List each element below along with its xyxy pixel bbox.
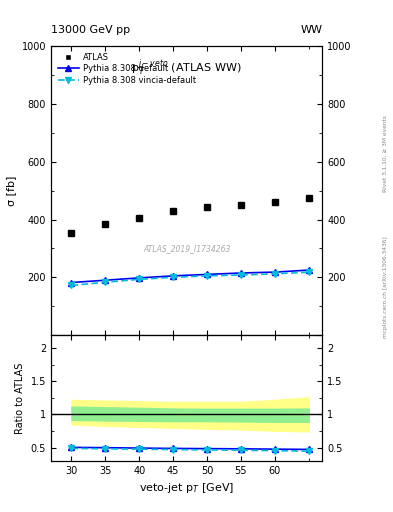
- Pythia 8.308 default: [272, 269, 277, 275]
- Text: Rivet 3.1.10, ≥ 3M events: Rivet 3.1.10, ≥ 3M events: [383, 115, 387, 192]
- Text: 13000 GeV pp: 13000 GeV pp: [51, 25, 130, 34]
- Text: WW: WW: [300, 25, 322, 34]
- ATLAS: [69, 229, 74, 236]
- Text: ATLAS_2019_I1734263: ATLAS_2019_I1734263: [143, 244, 230, 253]
- Pythia 8.308 default: [171, 273, 175, 279]
- Pythia 8.308 vincia-default: [69, 282, 74, 288]
- ATLAS: [272, 199, 277, 205]
- Pythia 8.308 vincia-default: [103, 279, 108, 285]
- Text: mcplots.cern.ch [arXiv:1306.3436]: mcplots.cern.ch [arXiv:1306.3436]: [383, 236, 387, 337]
- ATLAS: [103, 221, 108, 227]
- Line: ATLAS: ATLAS: [68, 195, 312, 236]
- Pythia 8.308 default: [137, 275, 141, 281]
- ATLAS: [307, 195, 311, 201]
- Line: Pythia 8.308 default: Pythia 8.308 default: [69, 267, 312, 285]
- Y-axis label: σ [fb]: σ [fb]: [6, 176, 16, 206]
- Y-axis label: Ratio to ATLAS: Ratio to ATLAS: [15, 362, 25, 434]
- ATLAS: [171, 208, 175, 214]
- Text: p$_T^{j-veto}$ (ATLAS WW): p$_T^{j-veto}$ (ATLAS WW): [131, 58, 242, 78]
- Pythia 8.308 default: [307, 267, 311, 273]
- Pythia 8.308 default: [69, 280, 74, 286]
- Pythia 8.308 default: [205, 271, 209, 278]
- Legend: ATLAS, Pythia 8.308 default, Pythia 8.308 vincia-default: ATLAS, Pythia 8.308 default, Pythia 8.30…: [55, 50, 198, 87]
- Pythia 8.308 vincia-default: [137, 276, 141, 283]
- X-axis label: veto-jet p$_T$ [GeV]: veto-jet p$_T$ [GeV]: [139, 481, 234, 495]
- ATLAS: [205, 203, 209, 209]
- Pythia 8.308 vincia-default: [171, 274, 175, 281]
- Pythia 8.308 default: [239, 270, 243, 276]
- Pythia 8.308 default: [103, 277, 108, 283]
- Pythia 8.308 vincia-default: [272, 271, 277, 277]
- ATLAS: [137, 215, 141, 221]
- Pythia 8.308 vincia-default: [205, 273, 209, 279]
- ATLAS: [239, 202, 243, 208]
- Line: Pythia 8.308 vincia-default: Pythia 8.308 vincia-default: [69, 269, 312, 288]
- Pythia 8.308 vincia-default: [239, 272, 243, 278]
- Pythia 8.308 vincia-default: [307, 269, 311, 275]
